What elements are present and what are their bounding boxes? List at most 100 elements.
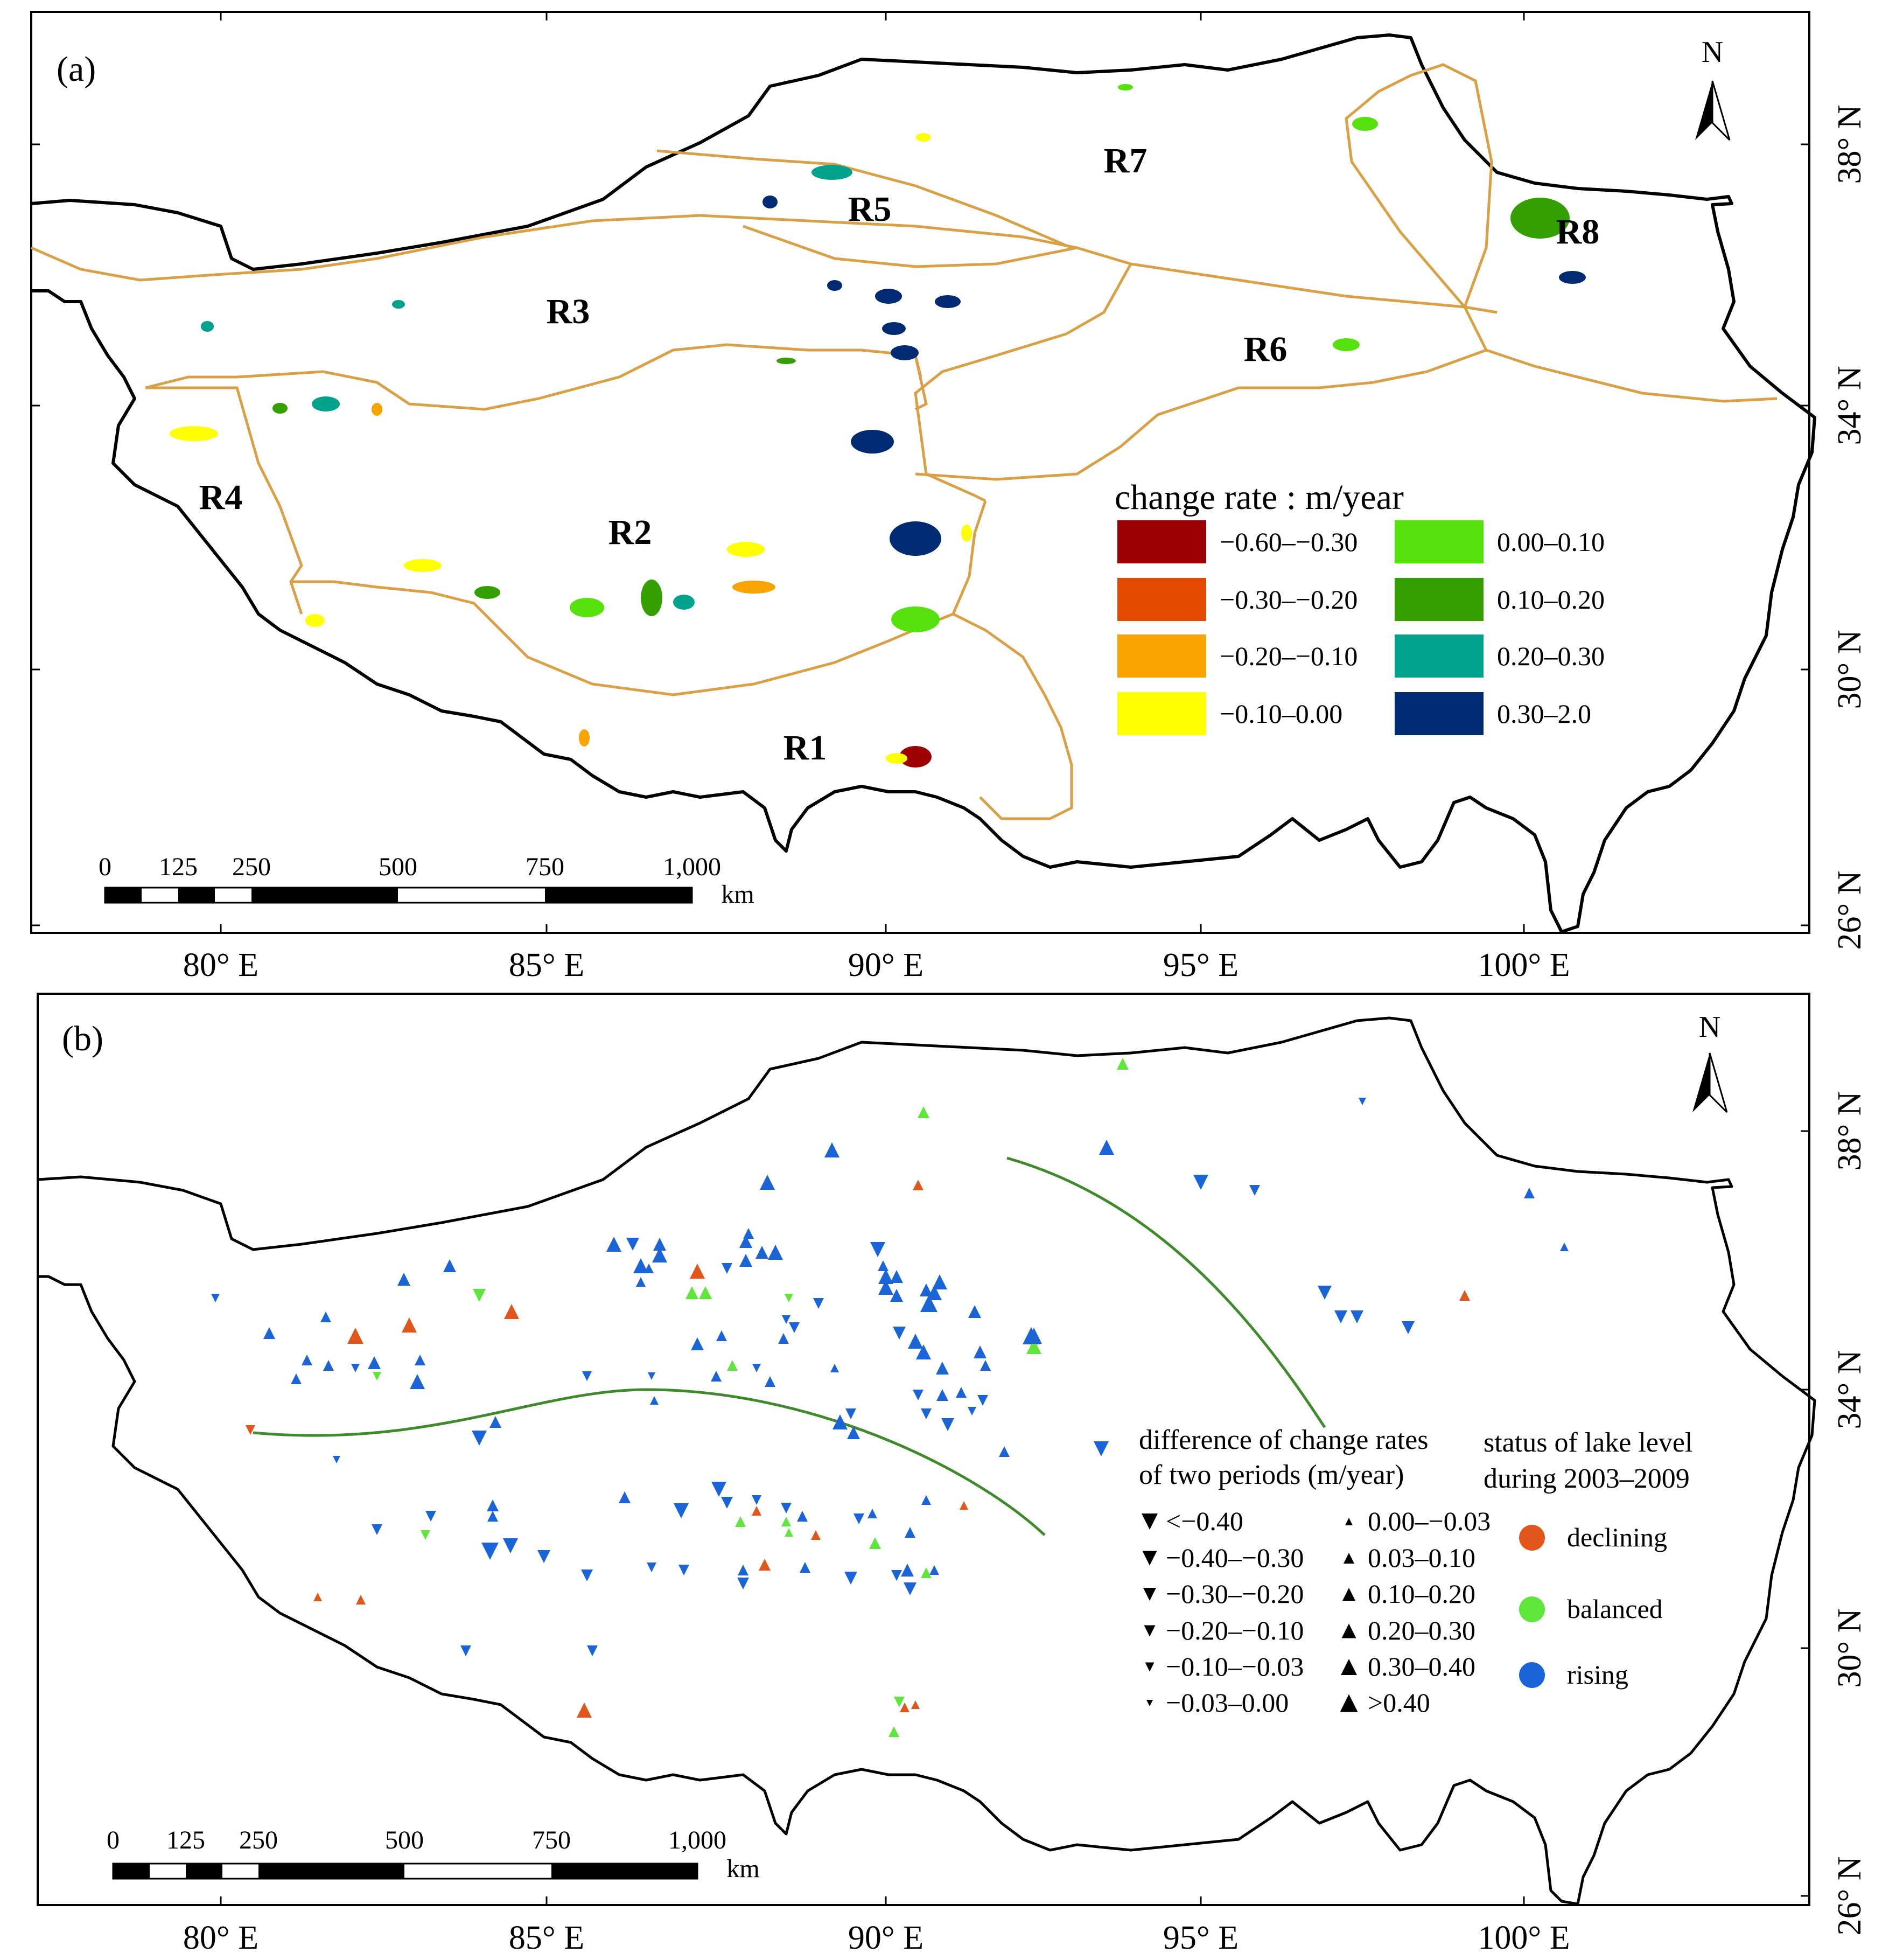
- plateau-boundary-b: [37, 1016, 1816, 1906]
- up-triangle-icon: [504, 1304, 519, 1319]
- legend-label: −0.30–−0.20: [1220, 584, 1358, 615]
- down-triangle-icon: [211, 1294, 220, 1302]
- legend-label: 0.03–0.10: [1368, 1543, 1475, 1573]
- lake-markers: [211, 1058, 1569, 1737]
- legend-b1-title-line1: difference of change rates: [1139, 1425, 1429, 1455]
- legend-label: −0.20–−0.10: [1166, 1615, 1304, 1645]
- up-triangle-icon: [743, 1228, 754, 1239]
- legend-label: 0.10–0.20: [1497, 584, 1605, 615]
- up-triangle-icon: [760, 1175, 775, 1190]
- down-triangle-icon: [782, 1315, 790, 1324]
- up-triangle-icon: [901, 1564, 914, 1577]
- legend-a-title: change rate : m/year: [1115, 478, 1404, 517]
- legend-label: −0.60–−0.30: [1220, 527, 1358, 557]
- up-triangle-icon: [633, 1258, 648, 1273]
- down-triangle-icon: [373, 1372, 381, 1380]
- up-triangle-icon: [685, 1286, 698, 1299]
- up-triangle-icon: [890, 1289, 903, 1302]
- lake: [579, 729, 590, 747]
- lake: [170, 426, 218, 441]
- legend-label: −0.10–−0.03: [1166, 1651, 1304, 1682]
- up-triangle-icon: [936, 1389, 948, 1401]
- down-triangle-icon: [845, 1408, 856, 1419]
- down-triangle-icon: [968, 1407, 976, 1415]
- lake: [916, 133, 931, 142]
- down-triangle-icon: [1145, 1662, 1155, 1672]
- lake: [886, 753, 907, 764]
- region-boundaries: [31, 63, 1778, 820]
- down-triangle-icon: [1359, 1098, 1366, 1105]
- up-triangle-icon: [878, 1280, 893, 1295]
- lake: [673, 595, 695, 610]
- up-triangle-icon: [402, 1317, 417, 1333]
- down-triangle-icon: [1146, 1700, 1153, 1706]
- legend-label: −0.30–−0.20: [1166, 1579, 1304, 1609]
- down-triangle-icon: [781, 1503, 792, 1513]
- down-triangle-icon: [921, 1408, 932, 1419]
- down-triangle-icon: [372, 1524, 382, 1535]
- scale-unit: km: [721, 880, 754, 909]
- lake: [1352, 117, 1378, 131]
- region-r3: R3: [547, 292, 590, 331]
- up-triangle-icon: [320, 1312, 331, 1322]
- lake: [882, 322, 906, 335]
- down-triangle-icon: [421, 1530, 430, 1540]
- down-triangle-icon: [721, 1497, 733, 1509]
- legend-swatch: [1117, 692, 1206, 735]
- legend-label: 0.20–0.30: [1497, 641, 1605, 671]
- legend-label: 0.00–−0.03: [1368, 1506, 1491, 1536]
- region-r4: R4: [199, 478, 243, 517]
- down-triangle-icon: [351, 1364, 360, 1372]
- lake: [727, 542, 765, 557]
- up-triangle-icon: [302, 1355, 312, 1365]
- up-triangle-icon: [960, 1501, 968, 1510]
- region-r7: R7: [1104, 141, 1148, 180]
- up-triangle-icon: [811, 1530, 821, 1540]
- scale-unit: km: [726, 1854, 759, 1883]
- down-triangle-icon: [844, 1572, 857, 1585]
- down-triangle-icon: [785, 1294, 793, 1302]
- down-triangle-icon: [1142, 1551, 1157, 1566]
- legend-swatch: [1395, 520, 1484, 563]
- region-r6: R6: [1244, 330, 1288, 369]
- down-triangle-icon: [1318, 1286, 1332, 1300]
- region-r1: R1: [783, 728, 827, 768]
- up-triangle-icon: [699, 1286, 712, 1299]
- down-triangle-icon: [1402, 1321, 1415, 1334]
- up-triangle-icon: [956, 1387, 967, 1398]
- lake: [762, 196, 778, 208]
- legend-b2-title-line2: during 2003–2009: [1484, 1463, 1690, 1494]
- down-triangle-icon: [752, 1495, 761, 1505]
- down-triangle-icon: [647, 1563, 656, 1572]
- down-triangle-icon: [737, 1578, 749, 1589]
- up-triangle-icon: [824, 1142, 839, 1157]
- lake: [891, 606, 940, 632]
- lake: [961, 525, 972, 542]
- up-triangle-icon: [1344, 1553, 1354, 1564]
- up-triangle-icon: [323, 1360, 334, 1371]
- y-tick: 34° N: [1831, 366, 1868, 445]
- lake: [372, 403, 382, 416]
- up-triangle-icon: [916, 1344, 931, 1359]
- up-triangle-icon: [443, 1259, 456, 1272]
- legend-b2-title-line1: status of lake level: [1484, 1427, 1692, 1458]
- legend-swatch: [1117, 634, 1206, 678]
- x-tick: 90° E: [848, 1920, 923, 1956]
- up-triangle-icon: [755, 1246, 768, 1259]
- scale-tick: 500: [379, 853, 417, 881]
- up-triangle-icon: [1026, 1328, 1042, 1344]
- north-label: N: [1702, 36, 1723, 69]
- down-triangle-icon: [813, 1298, 824, 1309]
- up-triangle-icon: [905, 1527, 915, 1538]
- up-triangle-icon: [1524, 1188, 1535, 1198]
- north-arrow-b: N: [1692, 1010, 1728, 1113]
- region-r5: R5: [848, 190, 892, 229]
- legend-label: 0.10–0.20: [1368, 1579, 1475, 1609]
- down-triangle-icon: [246, 1425, 255, 1435]
- y-tick: 38° N: [1831, 1091, 1868, 1170]
- down-triangle-icon: [977, 1395, 988, 1406]
- panel-a: N (a) R1 R2 R3 R4 R5 R6 R7 R8 change rat…: [30, 11, 1868, 984]
- up-triangle-icon: [847, 1426, 860, 1439]
- up-triangle-icon: [921, 1567, 932, 1578]
